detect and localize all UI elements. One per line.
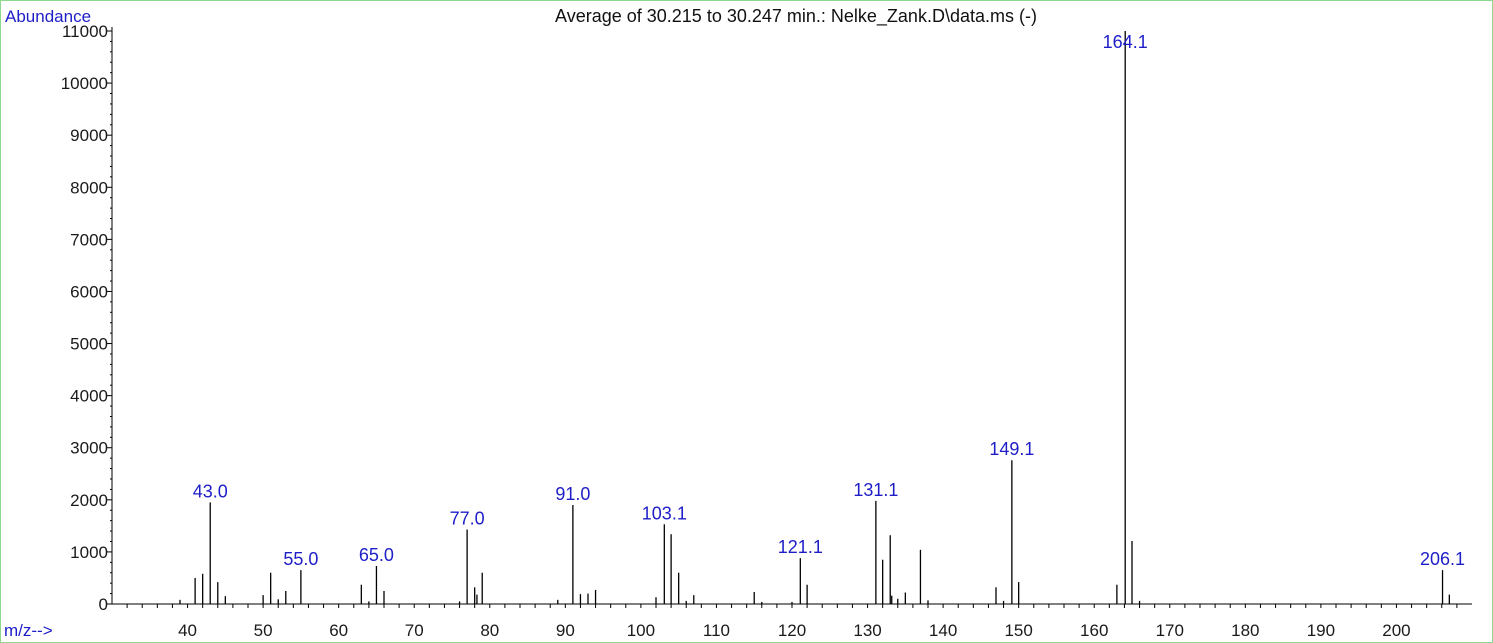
x-tick-label: 50 (254, 621, 273, 640)
x-tick-label: 110 (703, 621, 730, 640)
x-tick-label: 100 (627, 621, 655, 640)
y-tick-label: 0 (99, 595, 108, 614)
y-tick-label: 4000 (70, 387, 108, 406)
peak-label: 65.0 (359, 545, 394, 565)
x-tick-label: 160 (1080, 621, 1108, 640)
x-tick-label: 180 (1231, 621, 1259, 640)
peak-label: 149.1 (989, 439, 1034, 459)
x-tick-label: 140 (929, 621, 957, 640)
y-tick-label: 3000 (70, 439, 108, 458)
x-tick-label: 80 (480, 621, 499, 640)
y-tick-label: 2000 (70, 491, 108, 510)
y-tick-label: 11000 (62, 22, 108, 41)
y-tick-label: 5000 (70, 335, 108, 354)
axes-group: 0 1000 2000 3000 4000 5000 6000 7000 8000 9000 100… (61, 22, 1472, 640)
y-tick-label: 9000 (70, 126, 108, 145)
x-tick-label: 60 (329, 621, 348, 640)
y-tick-label: 10000 (61, 74, 108, 93)
x-tick-label: 130 (853, 621, 881, 640)
peak-label: 55.0 (283, 549, 318, 569)
peak-bars-group (179, 31, 1450, 604)
x-tick-label: 70 (405, 621, 424, 640)
y-tick-label: 8000 (70, 178, 108, 197)
x-tick-label: 190 (1307, 621, 1335, 640)
y-axis-label: Abundance (5, 7, 91, 26)
x-tick-label: 120 (778, 621, 806, 640)
x-tick-label: 40 (178, 621, 197, 640)
y-tick-label: 6000 (70, 282, 108, 301)
x-tick-label: 150 (1004, 621, 1032, 640)
peak-label: 43.0 (193, 481, 228, 501)
x-tick-label: 200 (1382, 621, 1410, 640)
x-axis-label: m/z--> (4, 621, 53, 640)
chart-title: Average of 30.215 to 30.247 min.: Nelke_… (555, 6, 1037, 27)
x-tick-label: 90 (556, 621, 575, 640)
y-tick-label: 1000 (70, 543, 108, 562)
peak-labels-group: 43.0 55.0 65.0 77.0 91.0 103.1 121.1 131.1 149.1… (193, 32, 1465, 569)
peak-label: 77.0 (450, 509, 485, 529)
y-tick-label: 7000 (70, 230, 108, 249)
peak-label: 121.1 (778, 537, 823, 557)
peak-label: 206.1 (1420, 549, 1465, 569)
peak-label: 131.1 (853, 480, 898, 500)
peak-label: 91.0 (555, 484, 590, 504)
peak-label: 103.1 (642, 503, 687, 523)
peak-label: 164.1 (1103, 32, 1148, 52)
x-tick-label: 170 (1156, 621, 1184, 640)
